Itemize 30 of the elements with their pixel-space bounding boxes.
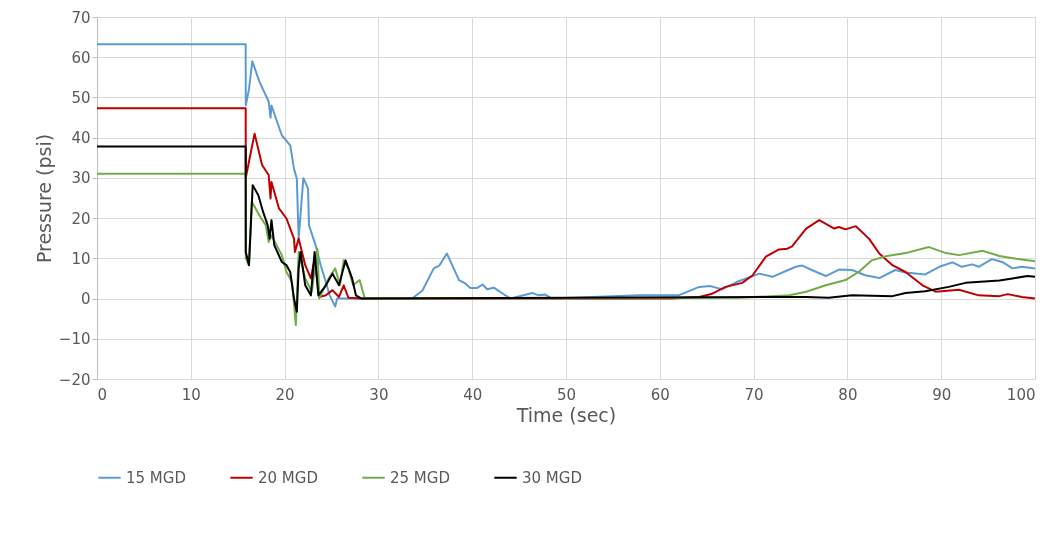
x-tick-label: 70 [744, 385, 764, 404]
y-tick-label: −10 [58, 330, 91, 349]
line-series [96, 145, 1036, 313]
x-tick-label: 60 [650, 385, 670, 404]
y-tick-label: 40 [71, 129, 91, 148]
line-series [96, 43, 1036, 308]
legend-label: 25 MGD [390, 468, 450, 487]
x-tick-label: 30 [369, 385, 389, 404]
legend-label: 15 MGD [126, 468, 186, 487]
x-tick-label: 100 [1006, 385, 1036, 404]
y-tick-label: 50 [71, 88, 91, 107]
y-axis-title: Pressure (psi) [32, 133, 55, 264]
y-tick-label: 60 [71, 48, 91, 67]
x-axis-title: Time (sec) [515, 403, 617, 426]
x-tick-label: 80 [838, 385, 858, 404]
x-tick-label: 50 [556, 385, 577, 404]
x-tick-label: 10 [181, 385, 201, 404]
y-tick-label: 70 [71, 8, 91, 27]
line-series [96, 107, 1036, 300]
y-tick-label: 10 [71, 249, 91, 268]
y-tick-label: 30 [71, 169, 91, 188]
legend-label: 30 MGD [522, 468, 582, 487]
legend-label: 20 MGD [258, 468, 318, 487]
x-tick-label: 90 [932, 385, 952, 404]
y-tick-label: −20 [58, 370, 91, 389]
x-tick-label: 20 [275, 385, 295, 404]
y-tick-label: 20 [71, 209, 91, 228]
x-tick-label: 40 [463, 385, 483, 404]
y-tick-label: 0 [80, 290, 91, 309]
x-tick-label: 0 [97, 385, 108, 404]
